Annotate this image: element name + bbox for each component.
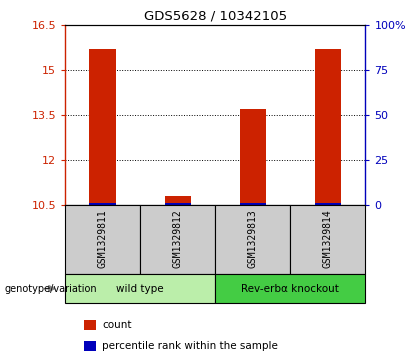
Bar xyxy=(65,274,215,303)
Bar xyxy=(315,203,341,205)
Text: GSM1329812: GSM1329812 xyxy=(173,209,183,268)
Text: genotype/variation: genotype/variation xyxy=(4,284,97,294)
Bar xyxy=(240,203,266,205)
Bar xyxy=(89,49,116,205)
Text: wild type: wild type xyxy=(116,284,164,294)
Bar xyxy=(165,196,191,205)
Bar xyxy=(215,274,365,303)
Text: GSM1329814: GSM1329814 xyxy=(323,209,333,268)
Text: GSM1329811: GSM1329811 xyxy=(97,209,108,268)
Bar xyxy=(215,205,290,274)
Text: Rev-erbα knockout: Rev-erbα knockout xyxy=(241,284,339,294)
Bar xyxy=(240,109,266,205)
Bar xyxy=(165,203,191,205)
Title: GDS5628 / 10342105: GDS5628 / 10342105 xyxy=(144,10,287,23)
Bar xyxy=(290,205,365,274)
Text: GSM1329813: GSM1329813 xyxy=(248,209,258,268)
Text: percentile rank within the sample: percentile rank within the sample xyxy=(102,341,278,351)
Bar xyxy=(140,205,215,274)
Bar xyxy=(65,205,140,274)
Text: count: count xyxy=(102,320,131,330)
Bar xyxy=(315,49,341,205)
Bar xyxy=(89,203,116,205)
